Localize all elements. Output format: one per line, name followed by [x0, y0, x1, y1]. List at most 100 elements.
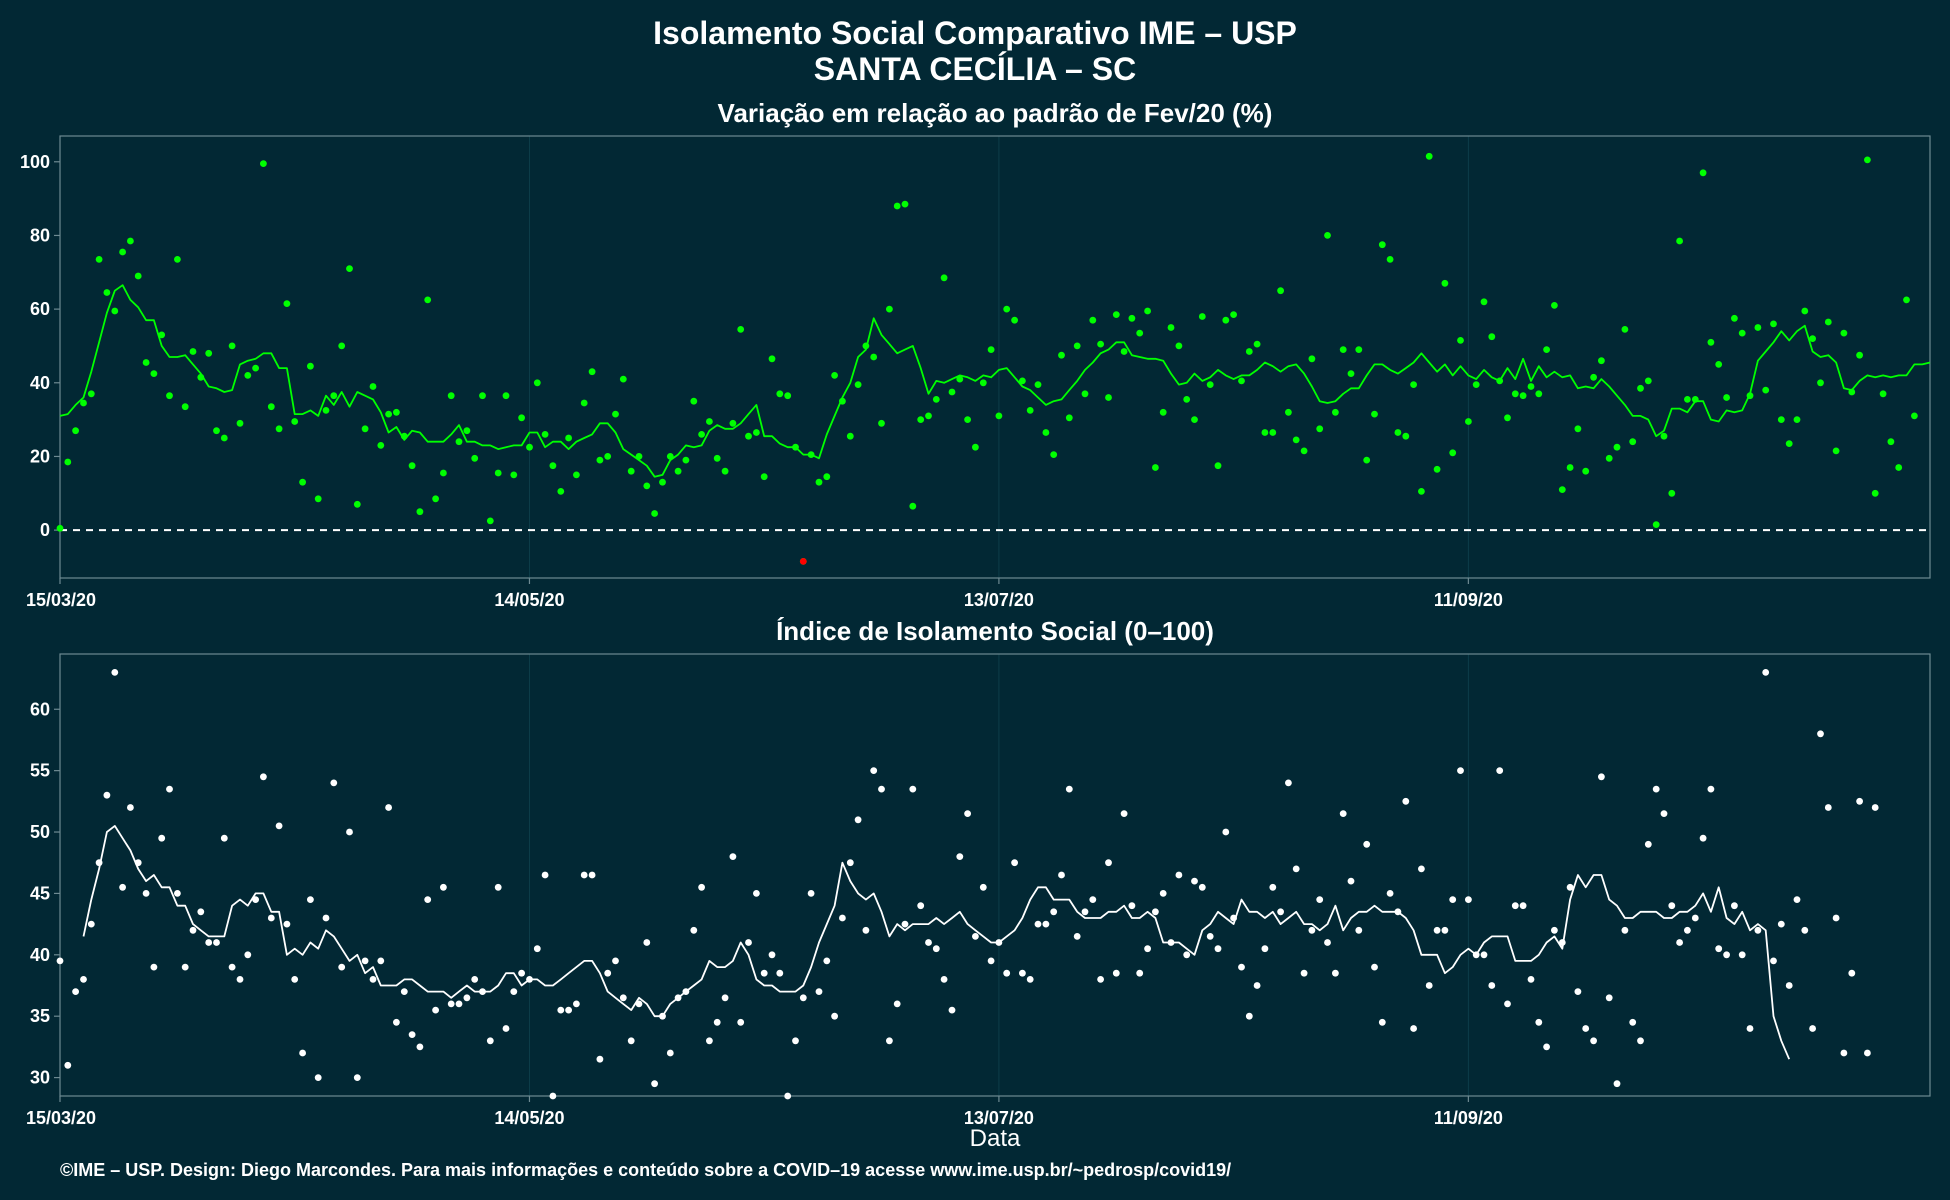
data-point — [158, 331, 166, 339]
data-point — [361, 425, 369, 433]
data-point — [1911, 412, 1918, 420]
data-point — [878, 785, 885, 793]
data-point — [1824, 804, 1832, 811]
data-point — [870, 767, 878, 774]
data-point — [1152, 464, 1159, 471]
data-point — [150, 963, 158, 971]
data-point — [205, 939, 213, 946]
data-point — [1433, 926, 1441, 934]
data-point — [1707, 785, 1715, 793]
data-point — [95, 859, 103, 867]
data-point — [1159, 408, 1167, 416]
data-point — [1848, 388, 1856, 396]
data-point — [698, 883, 705, 891]
data-point — [987, 957, 995, 965]
data-point — [291, 418, 299, 425]
data-point — [111, 307, 119, 315]
data-point — [518, 414, 525, 422]
data-point — [917, 902, 925, 910]
data-point — [369, 976, 377, 983]
data-point — [753, 429, 760, 436]
chart-title-line2: SANTA CECÍLIA – SC — [814, 51, 1136, 87]
data-point — [815, 478, 823, 486]
data-point — [1574, 425, 1582, 433]
data-point — [1738, 951, 1746, 959]
footer-credit: ©IME – USP. Design: Diego Marcondes. Par… — [60, 1160, 1231, 1180]
data-point — [823, 473, 831, 481]
data-point — [228, 963, 236, 971]
panel-title: Variação em relação ao padrão de Fev/20 … — [718, 98, 1273, 128]
data-point — [995, 412, 1003, 420]
data-point — [565, 1006, 572, 1014]
y-tick-label: 40 — [30, 373, 50, 393]
data-point — [573, 471, 580, 479]
y-tick-label: 35 — [30, 1006, 50, 1026]
data-point — [1120, 810, 1128, 817]
data-point — [322, 407, 330, 414]
data-point — [181, 403, 189, 411]
data-point — [166, 392, 173, 400]
data-point — [886, 1037, 893, 1045]
data-point — [260, 773, 267, 781]
data-point — [1269, 429, 1277, 436]
data-point — [956, 853, 964, 860]
data-point — [1261, 945, 1269, 953]
data-point — [80, 399, 87, 407]
data-point — [1762, 669, 1770, 676]
data-point — [1644, 840, 1652, 848]
moving-average-line — [59, 284, 1931, 478]
panel-frame — [59, 135, 1931, 579]
data-point — [1731, 314, 1738, 322]
data-point — [1864, 156, 1871, 164]
data-point — [792, 443, 799, 451]
data-point — [925, 939, 932, 946]
data-point — [1864, 1049, 1871, 1057]
data-point — [1676, 237, 1683, 245]
data-point — [432, 495, 439, 503]
data-point — [1159, 890, 1167, 897]
data-point — [1222, 316, 1230, 324]
data-point — [158, 834, 166, 842]
data-point — [377, 442, 385, 449]
data-point — [1496, 767, 1504, 774]
data-point — [659, 1012, 666, 1020]
data-point — [213, 427, 220, 435]
data-point — [56, 524, 64, 532]
data-point — [236, 976, 244, 983]
data-point — [682, 456, 690, 464]
x-tick-label: 11/09/20 — [1434, 590, 1503, 610]
data-point — [1308, 355, 1316, 363]
data-point — [1629, 438, 1637, 446]
data-point — [940, 976, 948, 983]
data-point — [1824, 318, 1832, 326]
x-axis-label: Data — [970, 1125, 1021, 1152]
data-point — [1793, 896, 1801, 903]
data-point — [111, 669, 119, 676]
data-point — [1543, 346, 1550, 353]
data-point — [1832, 447, 1840, 455]
data-point — [1222, 828, 1230, 836]
data-point — [518, 969, 525, 977]
data-point — [283, 920, 291, 928]
data-point — [1089, 896, 1097, 903]
data-point — [1253, 982, 1261, 989]
data-point — [299, 478, 306, 486]
data-point — [440, 469, 447, 477]
data-point — [612, 957, 619, 965]
data-point — [1058, 351, 1065, 359]
data-point — [1112, 969, 1120, 977]
data-point — [690, 397, 698, 405]
data-point — [1613, 443, 1621, 451]
data-point — [260, 160, 267, 168]
data-point — [1316, 896, 1324, 903]
data-point — [1511, 390, 1519, 398]
data-point — [784, 392, 792, 400]
data-point — [1543, 1043, 1550, 1051]
data-point — [901, 200, 909, 208]
data-point — [353, 500, 361, 508]
data-point — [1754, 324, 1762, 331]
data-point — [103, 791, 111, 799]
data-point — [314, 495, 322, 503]
data-point — [878, 419, 885, 427]
data-point — [932, 396, 940, 403]
